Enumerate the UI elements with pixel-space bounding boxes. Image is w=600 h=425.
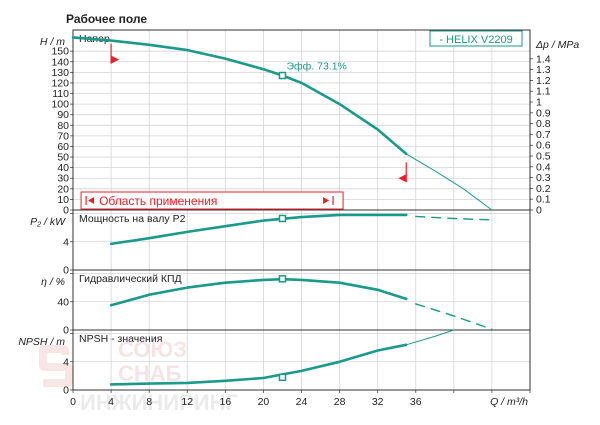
curve-npsh-thin: [405, 329, 455, 346]
operating-point-efficiency: [278, 275, 287, 283]
panel-name-efficiency: Гидравлический КПД: [79, 273, 182, 285]
watermark-logo-icon: [39, 343, 73, 387]
y-right-tick-label: 0.8: [536, 118, 551, 130]
operating-point-power: [278, 214, 287, 223]
y-tick-label: 140: [51, 56, 69, 68]
y-right-tick-label: 1.3: [536, 64, 551, 76]
y-tick-label: 0: [63, 325, 69, 337]
y-axis-label: NPSH / m: [18, 336, 65, 348]
y-tick-label: 0: [63, 205, 69, 217]
chart-title: Рабочее поле: [66, 12, 147, 26]
y-right-tick-label: 0.1: [536, 194, 551, 206]
x-tick-label: 12: [181, 396, 193, 408]
operating-point-npsh: [278, 373, 287, 382]
curve-head-solid: [71, 36, 408, 156]
x-tick-label: 20: [258, 396, 270, 408]
range-right-arrow-icon: [323, 197, 330, 204]
limit-arrow-icon: [398, 174, 407, 183]
efficiency-label: Эфф. 73.1%: [286, 61, 346, 73]
operating-point-head: [278, 71, 287, 80]
y-tick-label: 100: [51, 99, 69, 111]
x-tick-label: 4: [108, 396, 114, 408]
y-right-tick-label: 0.4: [536, 161, 551, 173]
y-tick-label: 0: [63, 385, 69, 397]
y-tick-label: 4: [63, 356, 69, 368]
y-right-tick-label: 0.9: [536, 107, 551, 119]
y-axis-label: H / m: [40, 36, 65, 48]
x-tick-label: 36: [410, 396, 422, 408]
y-right-tick-label: 0.5: [536, 151, 551, 163]
y-right-tick-label: 1.2: [536, 75, 551, 87]
y-tick-label: 80: [57, 120, 69, 132]
legend: - HELIX V2209: [429, 30, 523, 47]
range-box: [80, 191, 344, 210]
legend-label: - HELIX V2209: [439, 34, 512, 46]
y-tick-label: 60: [57, 141, 69, 153]
y-tick-label: 40: [57, 296, 69, 308]
watermark-line1: СОЮЗ: [118, 337, 187, 362]
y-tick-label: 110: [52, 88, 69, 100]
y-tick-label: 20: [57, 183, 69, 195]
x-tick-label: 28: [334, 396, 346, 408]
y-right-tick-label: 1.4: [536, 53, 551, 65]
y-right-tick-label: 0: [536, 205, 542, 217]
y-tick-label: 50: [57, 152, 69, 164]
y-axis-label: P₂ / kW: [30, 216, 66, 228]
y-axis-label: η / %: [41, 276, 65, 288]
x-axis-label: Q / m³/h: [490, 396, 528, 408]
panel-name-npsh: NPSH - значения: [79, 333, 162, 345]
watermark-line3: ИНЖИНИРИНГ: [80, 390, 238, 415]
y-tick-label: 30: [57, 173, 69, 185]
y-right-tick-label: 0.2: [536, 183, 551, 195]
x-tick-label: 16: [219, 396, 231, 408]
panel-name-power: Мощность на валу P2: [79, 213, 186, 225]
curve-head-thin: [405, 153, 493, 211]
curve-efficiency-solid: [109, 277, 408, 307]
curve-power-dashed: [415, 215, 493, 221]
watermark-line2: СНАБ: [118, 361, 182, 386]
limit-arrow-icon: [111, 55, 120, 64]
y-tick-label: 4: [63, 236, 69, 248]
x-tick-label: 24: [296, 396, 308, 408]
y-tick-label: 130: [51, 67, 69, 79]
range-left-arrow-icon: [88, 197, 95, 204]
y-tick-label: 70: [57, 130, 69, 142]
legend-box: [429, 30, 523, 47]
range-label: Область применения: [99, 194, 217, 208]
y-tick-label: 150: [51, 46, 69, 58]
y-right-tick-label: 1.1: [536, 86, 551, 98]
y-right-tick-label: 0.7: [536, 129, 551, 141]
y-right-tick-label: 0.6: [536, 140, 551, 152]
x-tick-label: 0: [70, 396, 76, 408]
curve-efficiency-dashed: [415, 303, 493, 330]
y-tick-label: 40: [57, 162, 69, 174]
y-tick-label: 120: [51, 77, 69, 89]
y-right-tick-label: 1: [536, 97, 542, 109]
y-right-axis-label: Δp / MPa: [535, 39, 579, 51]
x-tick-label: 32: [372, 396, 384, 408]
y-tick-label: 10: [57, 194, 69, 206]
curve-power-solid: [109, 213, 408, 246]
y-tick-label: 90: [57, 109, 69, 121]
watermark-logo: СОЮЗ СНАБ ИНЖИНИРИНГ: [39, 337, 238, 415]
y-right-tick-label: 0.3: [536, 172, 551, 184]
curve-npsh-solid: [109, 343, 408, 386]
y-tick-label: 0: [63, 265, 69, 277]
x-tick-label: 8: [146, 396, 152, 408]
